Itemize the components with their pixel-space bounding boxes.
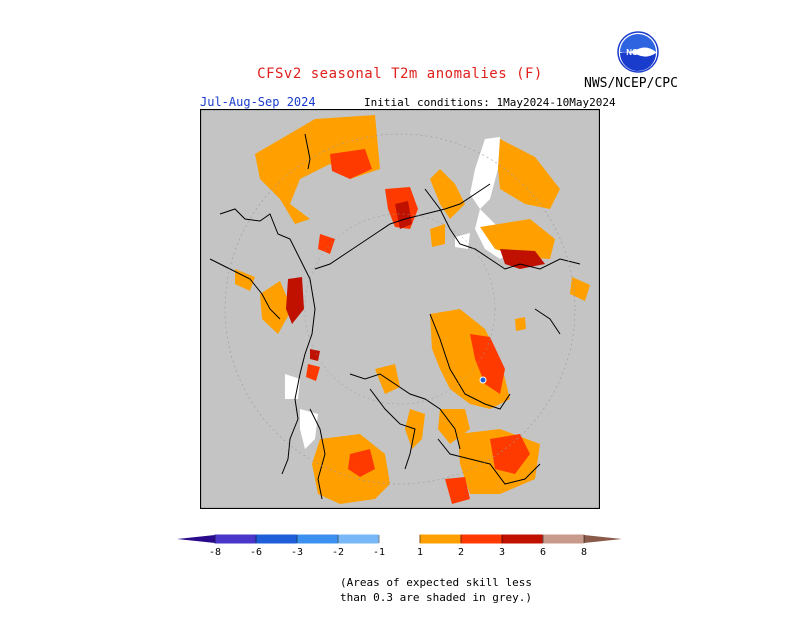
season-label: Jul-Aug-Sep 2024 (200, 95, 316, 109)
anomaly-3-6 (286, 201, 545, 361)
map-title: CFSv2 seasonal T2m anomalies (F) (257, 66, 543, 82)
colorbar: -8 -6 -3 -2 -1 1 2 3 6 8 (177, 534, 622, 558)
colorbar-under-arrow (177, 535, 215, 543)
colorbar-tick-label: 1 (417, 547, 423, 558)
colorbar-tick-label: 6 (540, 547, 546, 558)
colorbar-segment (296, 534, 339, 544)
colorbar-tick-label: 3 (499, 547, 505, 558)
map-frame (200, 109, 600, 509)
colorbar-segment (460, 534, 503, 544)
colorbar-segment (214, 534, 257, 544)
colorbar-tick-label: -3 (291, 547, 303, 558)
colorbar-segment (419, 534, 462, 544)
noaa-logo: NOAA (617, 31, 659, 73)
colorbar-segment (255, 534, 298, 544)
latitude-circle (224, 133, 576, 485)
colorbar-tick-label: -2 (332, 547, 344, 558)
latitude-circle-inner (304, 213, 496, 405)
coastlines (209, 133, 581, 500)
colorbar-segment (337, 534, 380, 544)
skill-note-line-2: than 0.3 are shaded in grey.) (339, 591, 533, 604)
initial-conditions-label: Initial conditions: 1May2024-10May2024 (364, 96, 616, 109)
skill-note-line-1: (Areas of expected skill less (339, 576, 533, 589)
anomaly-map (200, 109, 600, 509)
colorbar-segment (542, 534, 585, 544)
agency-label: NWS/NCEP/CPC (584, 76, 678, 91)
colorbar-tick-label: -1 (373, 547, 385, 558)
colorbar-over-arrow (584, 535, 622, 543)
anomaly-1-2 (235, 115, 590, 504)
colorbar-tick-label: 2 (458, 547, 464, 558)
colorbar-segment (378, 534, 421, 544)
cold-anomaly-dot (479, 376, 487, 384)
colorbar-segment (501, 534, 544, 544)
colorbar-tick-label: -6 (250, 547, 262, 558)
colorbar-tick-label: 8 (581, 547, 587, 558)
logo-text: NOAA (626, 48, 650, 57)
colorbar-tick-label: -8 (209, 547, 221, 558)
